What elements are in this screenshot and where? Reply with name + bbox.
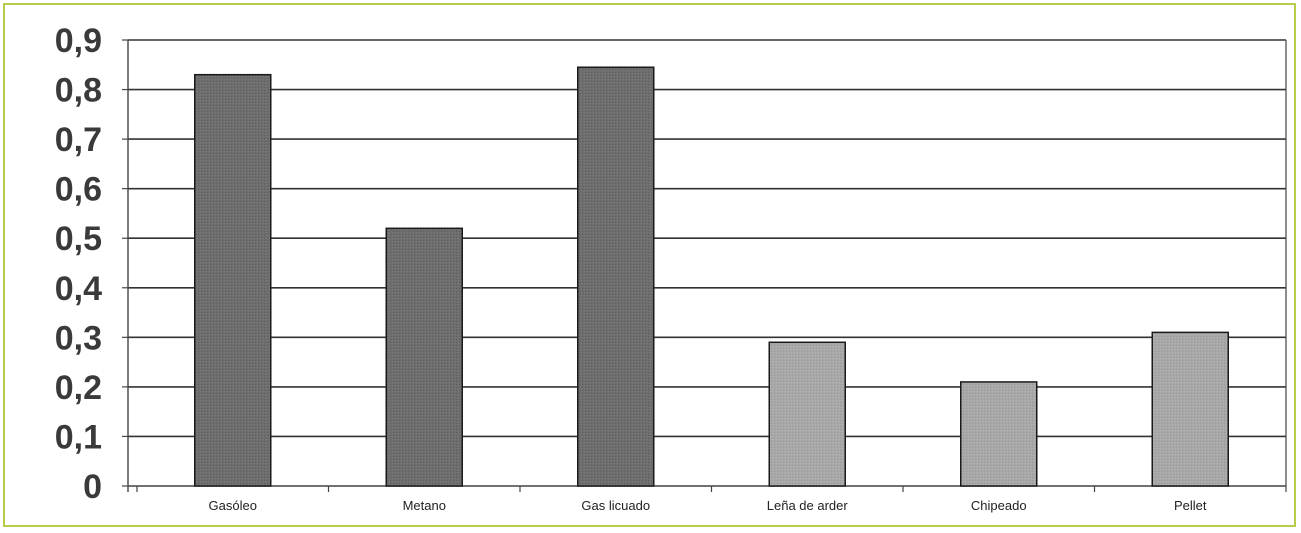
y-tick-label: 0,1 [55,418,102,456]
bar-5 [1151,331,1229,487]
bar-4 [960,381,1038,487]
axes [122,39,1287,492]
y-tick-label: 0,6 [55,171,102,209]
y-tick-label: 0,2 [55,369,102,407]
x-tick-label: Gas licuado [581,498,650,513]
y-tick-label: 0,3 [55,319,102,357]
bar-3 [768,341,846,487]
bar-1 [385,227,463,487]
x-tick-label: Gasóleo [209,498,257,513]
bars [194,66,1229,487]
y-tick-label: 0,4 [55,270,102,308]
y-tick-labels: 0 0,1 0,2 0,3 0,4 0,5 0,6 0,7 0,8 0,9 [55,22,102,506]
x-tick-labels: Gasóleo Metano Gas licuado Leña de arder Chi… [209,498,1207,513]
x-tick-label: Chipeado [971,498,1027,513]
y-tick-label: 0,7 [55,121,102,159]
bar-0 [194,73,272,487]
x-tick-label: Leña de arder [767,498,849,513]
bar-2 [577,66,655,487]
y-tick-label: 0,5 [55,220,102,258]
y-tick-label: 0,8 [55,72,102,110]
x-tick-label: Pellet [1174,498,1207,513]
gridlines [128,39,1286,438]
y-tick-label: 0,9 [55,22,102,60]
y-tick-label: 0 [83,468,102,506]
x-tick-label: Metano [403,498,446,513]
